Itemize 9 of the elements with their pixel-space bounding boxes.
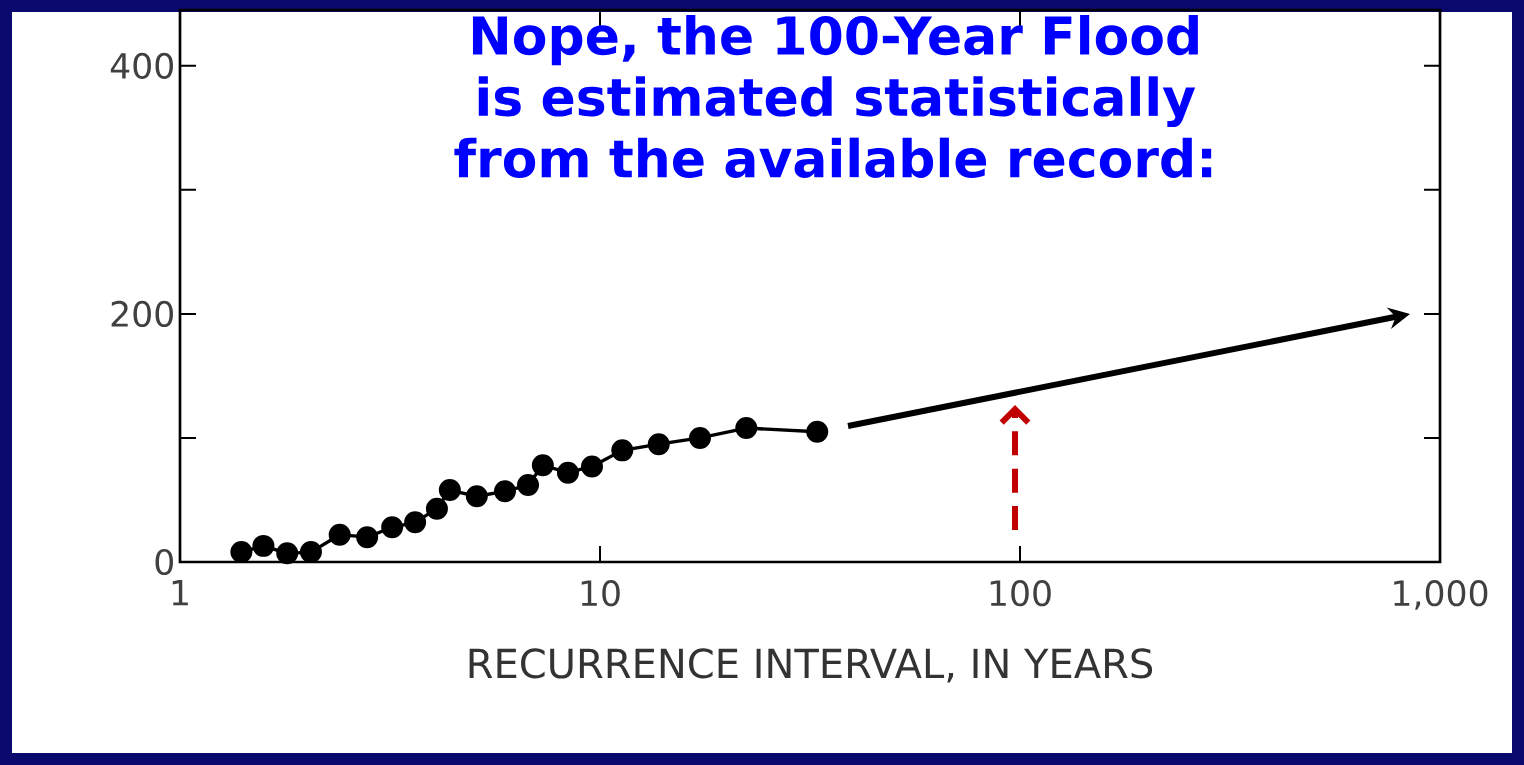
x-tick-label: 100 bbox=[990, 580, 1051, 607]
y-tick-label: 0 bbox=[155, 548, 173, 576]
text: Nope, the 100-Year Flood is estimated statistically from the available record: bbox=[454, 14, 1212, 178]
x-tick-label: 1 bbox=[172, 580, 188, 606]
y-tick-label: 400 bbox=[110, 52, 173, 79]
x-tick-label: 10 bbox=[581, 580, 620, 607]
x-axis-title: RECURRENCE INTERVAL, IN YEARS bbox=[469, 648, 1153, 683]
x-tick-label: 1,000 bbox=[1394, 580, 1488, 610]
y-tick-label: 200 bbox=[111, 300, 173, 328]
